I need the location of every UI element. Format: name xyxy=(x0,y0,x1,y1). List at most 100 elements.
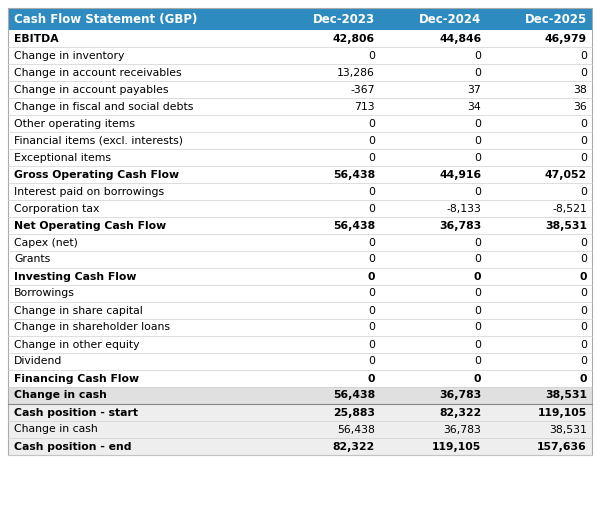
Text: 0: 0 xyxy=(474,289,481,298)
Bar xyxy=(8,98,592,115)
Text: 0: 0 xyxy=(474,238,481,247)
Text: 0: 0 xyxy=(580,340,587,350)
Text: 36,783: 36,783 xyxy=(439,220,481,231)
Text: -8,133: -8,133 xyxy=(446,204,481,213)
Bar xyxy=(8,30,592,47)
Text: 0: 0 xyxy=(474,68,481,77)
Bar xyxy=(8,404,592,421)
Text: 56,438: 56,438 xyxy=(333,169,375,180)
Text: Dec-2023: Dec-2023 xyxy=(313,13,375,25)
Text: Other operating items: Other operating items xyxy=(14,119,135,128)
Text: 0: 0 xyxy=(368,153,375,162)
Bar xyxy=(8,8,592,30)
Bar xyxy=(8,183,592,200)
Bar xyxy=(8,387,592,404)
Text: 0: 0 xyxy=(474,254,481,265)
Bar xyxy=(8,251,592,268)
Text: 0: 0 xyxy=(580,374,587,383)
Bar xyxy=(8,234,592,251)
Bar xyxy=(8,115,592,132)
Text: 0: 0 xyxy=(368,305,375,316)
Text: Change in share capital: Change in share capital xyxy=(14,305,143,316)
Text: 119,105: 119,105 xyxy=(538,408,587,417)
Text: 82,322: 82,322 xyxy=(333,441,375,451)
Text: 0: 0 xyxy=(368,254,375,265)
Text: Interest paid on borrowings: Interest paid on borrowings xyxy=(14,186,164,196)
Text: 0: 0 xyxy=(474,119,481,128)
Text: Gross Operating Cash Flow: Gross Operating Cash Flow xyxy=(14,169,179,180)
Text: Cash position - end: Cash position - end xyxy=(14,441,131,451)
Text: 0: 0 xyxy=(368,323,375,332)
Text: 0: 0 xyxy=(368,356,375,366)
Text: 0: 0 xyxy=(474,305,481,316)
Text: 0: 0 xyxy=(580,254,587,265)
Text: Dividend: Dividend xyxy=(14,356,62,366)
Text: Borrowings: Borrowings xyxy=(14,289,75,298)
Bar xyxy=(8,64,592,81)
Text: 157,636: 157,636 xyxy=(537,441,587,451)
Text: 0: 0 xyxy=(580,271,587,281)
Text: Change in cash: Change in cash xyxy=(14,390,107,401)
Text: 0: 0 xyxy=(580,186,587,196)
Text: 56,438: 56,438 xyxy=(337,425,375,435)
Text: EBITDA: EBITDA xyxy=(14,34,59,43)
Text: 0: 0 xyxy=(368,204,375,213)
Text: 13,286: 13,286 xyxy=(337,68,375,77)
Text: 42,806: 42,806 xyxy=(333,34,375,43)
Text: Change in account receivables: Change in account receivables xyxy=(14,68,182,77)
Text: 119,105: 119,105 xyxy=(432,441,481,451)
Text: Change in fiscal and social debts: Change in fiscal and social debts xyxy=(14,101,193,111)
Bar xyxy=(8,421,592,438)
Text: 0: 0 xyxy=(474,50,481,61)
Bar xyxy=(8,200,592,217)
Text: Change in inventory: Change in inventory xyxy=(14,50,124,61)
Text: Dec-2024: Dec-2024 xyxy=(419,13,481,25)
Text: 0: 0 xyxy=(368,119,375,128)
Text: 0: 0 xyxy=(474,271,481,281)
Text: 34: 34 xyxy=(467,101,481,111)
Text: Investing Cash Flow: Investing Cash Flow xyxy=(14,271,136,281)
Text: 38,531: 38,531 xyxy=(545,390,587,401)
Text: 0: 0 xyxy=(474,186,481,196)
Text: 25,883: 25,883 xyxy=(333,408,375,417)
Bar xyxy=(8,149,592,166)
Bar xyxy=(8,438,592,455)
Text: 0: 0 xyxy=(368,374,375,383)
Text: 0: 0 xyxy=(580,135,587,146)
Text: 44,846: 44,846 xyxy=(439,34,481,43)
Text: 56,438: 56,438 xyxy=(333,390,375,401)
Text: 0: 0 xyxy=(474,323,481,332)
Text: Financing Cash Flow: Financing Cash Flow xyxy=(14,374,139,383)
Text: 38: 38 xyxy=(573,84,587,95)
Text: 82,322: 82,322 xyxy=(439,408,481,417)
Text: 36,783: 36,783 xyxy=(443,425,481,435)
Bar xyxy=(8,285,592,302)
Text: 0: 0 xyxy=(580,68,587,77)
Text: Dec-2025: Dec-2025 xyxy=(525,13,587,25)
Text: 44,916: 44,916 xyxy=(439,169,481,180)
Bar xyxy=(8,336,592,353)
Bar xyxy=(8,319,592,336)
Bar xyxy=(8,8,592,455)
Text: 0: 0 xyxy=(580,119,587,128)
Text: 0: 0 xyxy=(474,374,481,383)
Text: 0: 0 xyxy=(580,238,587,247)
Text: Cash position - start: Cash position - start xyxy=(14,408,138,417)
Text: Grants: Grants xyxy=(14,254,50,265)
Text: Change in other equity: Change in other equity xyxy=(14,340,139,350)
Text: Cash Flow Statement (GBP): Cash Flow Statement (GBP) xyxy=(14,13,197,25)
Text: 56,438: 56,438 xyxy=(333,220,375,231)
Text: 38,531: 38,531 xyxy=(545,220,587,231)
Text: 0: 0 xyxy=(474,340,481,350)
Text: 0: 0 xyxy=(474,153,481,162)
Text: 0: 0 xyxy=(580,323,587,332)
Bar xyxy=(8,217,592,234)
Text: Change in account payables: Change in account payables xyxy=(14,84,169,95)
Text: 36: 36 xyxy=(573,101,587,111)
Text: -8,521: -8,521 xyxy=(552,204,587,213)
Bar xyxy=(8,132,592,149)
Text: 0: 0 xyxy=(368,186,375,196)
Text: 0: 0 xyxy=(368,271,375,281)
Text: 0: 0 xyxy=(580,289,587,298)
Text: 0: 0 xyxy=(368,340,375,350)
